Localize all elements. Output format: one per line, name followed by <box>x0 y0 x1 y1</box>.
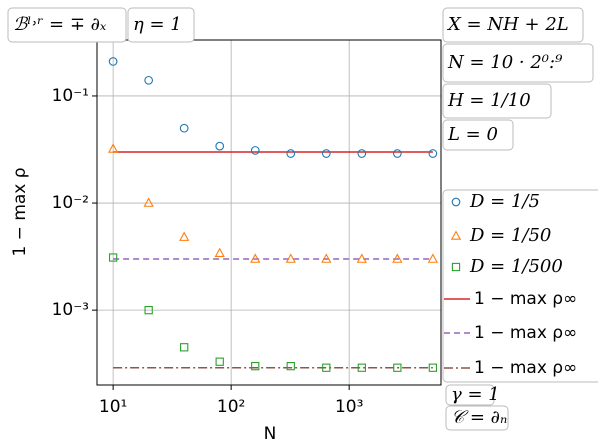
data-point <box>286 361 295 371</box>
legend-label: D = 1/5 <box>469 191 540 212</box>
annotation: L = 0 <box>442 119 514 151</box>
legend-label: D = 1/500 <box>469 256 563 277</box>
annotation-box <box>442 43 594 83</box>
annotation-box <box>7 7 127 43</box>
data-point <box>322 363 331 372</box>
y-tick-label: 10⁻² <box>52 193 89 213</box>
data-point <box>428 363 438 372</box>
annotation-box <box>442 119 514 151</box>
legend: D = 1/5 D = 1/50 D = 1/500 1 − max ρ∞ 1 − ma… <box>442 189 598 383</box>
y-tick-label: 10⁻¹ <box>52 86 89 106</box>
annotation-text: 𝒞 = ∂ₙ <box>451 407 507 428</box>
data-point <box>215 357 224 366</box>
legend-marker <box>450 230 462 240</box>
annotation-text: X = NH + 2L <box>446 14 569 35</box>
annotation-box <box>445 384 495 406</box>
data-point <box>357 363 366 372</box>
data-point <box>214 247 225 257</box>
data-point <box>180 343 189 352</box>
annotation: X = NH + 2L <box>442 7 584 43</box>
data-point <box>179 123 189 133</box>
y-axis-label: 1 − max ρ <box>10 167 30 256</box>
data-point <box>428 149 438 158</box>
x-axis-label: N <box>264 424 277 444</box>
data-point <box>321 149 331 158</box>
annotation-text: η = 1 <box>133 14 182 35</box>
annotation: γ = 1 <box>445 384 500 406</box>
data-point <box>179 231 190 241</box>
legend-marker <box>451 197 461 207</box>
annotation-box <box>127 7 195 43</box>
x-tick-label: 10¹ <box>99 397 127 417</box>
data-point <box>357 149 367 158</box>
data-point <box>108 57 118 66</box>
data-point <box>356 253 367 263</box>
data-point <box>393 363 402 372</box>
legend-label: 1 − max ρ∞ <box>474 289 577 309</box>
legend-label: 1 − max ρ∞ <box>474 358 577 378</box>
data-point <box>427 253 438 263</box>
x-tick-label: 10² <box>217 397 245 417</box>
data-point <box>250 146 260 155</box>
annotation-box <box>442 7 584 43</box>
data-point <box>285 253 296 263</box>
annotation-text: ℬˡ˒ʳ = ∓ ∂ₓ <box>13 14 107 35</box>
x-tick-label: 10³ <box>335 397 363 417</box>
annotation-box <box>442 83 552 119</box>
data-point <box>144 75 154 85</box>
data-point <box>143 197 154 207</box>
annotation: 𝒞 = ∂ₙ <box>445 405 509 431</box>
data-point <box>321 253 332 263</box>
annotation-text: γ = 1 <box>451 384 500 405</box>
annotation-text: L = 0 <box>447 124 498 145</box>
data-point <box>251 361 260 371</box>
legend-marker <box>451 262 461 272</box>
annotation-text: H = 1/10 <box>447 90 531 111</box>
legend-label: D = 1/50 <box>469 225 551 246</box>
legend-label: 1 − max ρ∞ <box>474 323 577 343</box>
data-point <box>250 253 261 263</box>
data-point <box>108 253 118 262</box>
data-point <box>392 253 403 263</box>
data-point <box>108 143 119 153</box>
annotation: ℬˡ˒ʳ = ∓ ∂ₓ <box>7 7 127 43</box>
y-tick-label: 10⁻³ <box>52 300 89 320</box>
annotation: N = 10 · 2⁰:⁹ <box>442 43 594 83</box>
data-point <box>286 149 296 158</box>
annotation: η = 1 <box>127 7 195 43</box>
data-point <box>392 149 402 158</box>
annotation: H = 1/10 <box>442 83 552 119</box>
plot-area <box>97 40 441 385</box>
annotation-text: N = 10 · 2⁰:⁹ <box>447 52 563 73</box>
plot-frame <box>96 39 442 386</box>
data-point <box>144 305 153 315</box>
data-point <box>215 141 225 151</box>
legend-box <box>442 189 598 383</box>
annotation-box <box>445 405 509 431</box>
